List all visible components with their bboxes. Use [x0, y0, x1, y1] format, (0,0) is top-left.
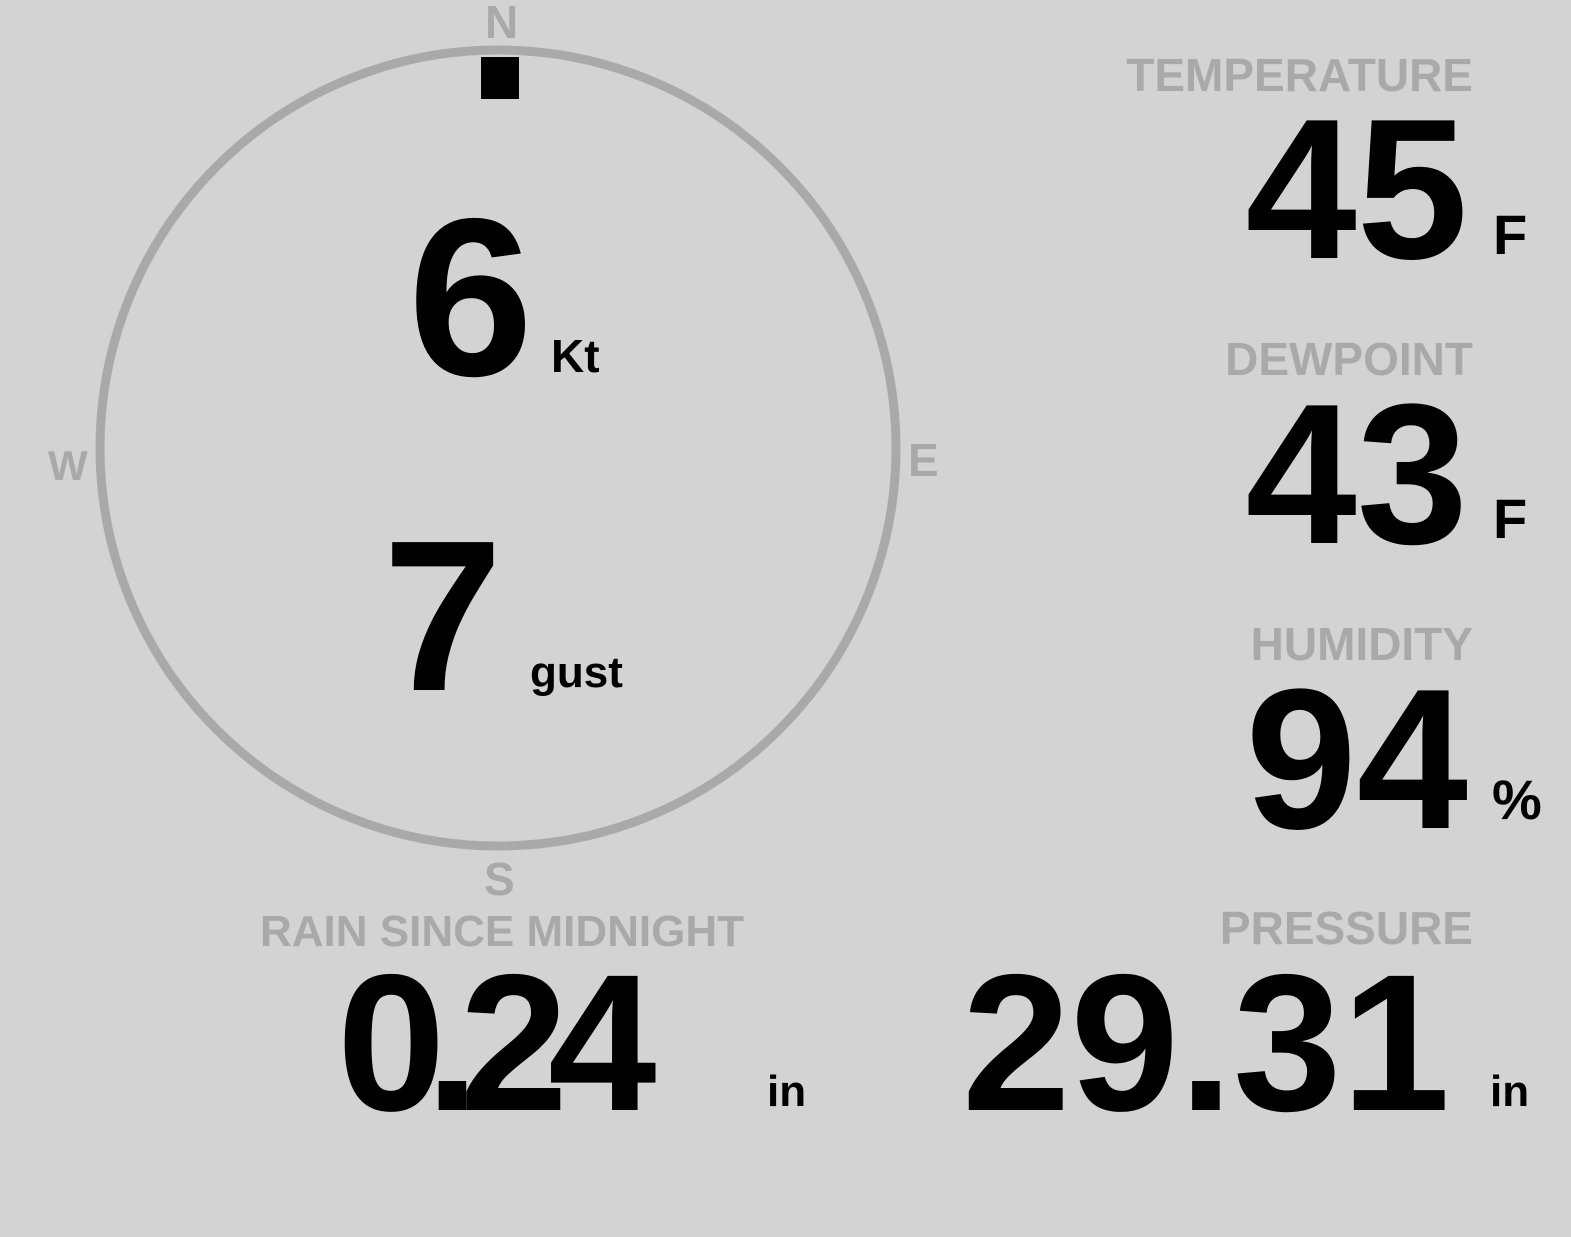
humidity-label: HUMIDITY [1250, 618, 1473, 670]
temperature-unit: F [1493, 203, 1528, 266]
rain-value: 0.24 [337, 934, 657, 1152]
compass-east: E [908, 434, 939, 486]
dewpoint-unit: F [1493, 487, 1528, 550]
temperature-label: TEMPERATURE [1126, 49, 1473, 101]
pressure-label: PRESSURE [1219, 902, 1473, 954]
wind-direction-marker [481, 57, 519, 99]
rain-label: RAIN SINCE MIDNIGHT [260, 907, 744, 956]
wind-speed-value: 6 [408, 171, 534, 423]
temperature-value: 45 [1245, 78, 1468, 301]
pressure-unit: in [1490, 1067, 1530, 1116]
compass-west: W [48, 442, 88, 489]
dewpoint-label: DEWPOINT [1225, 333, 1473, 385]
humidity-unit: % [1492, 768, 1542, 831]
wind-gust-value: 7 [383, 495, 503, 736]
dewpoint-value: 43 [1245, 363, 1468, 586]
wind-gust-unit: gust [530, 648, 623, 697]
wind-speed-unit: Kt [551, 330, 600, 382]
rain-unit: in [767, 1067, 807, 1116]
compass-north: N [485, 0, 519, 48]
pressure-value: 29.31 [962, 934, 1450, 1152]
compass-south: S [484, 853, 515, 905]
humidity-value: 94 [1245, 648, 1468, 871]
compass-ring [95, 45, 901, 851]
